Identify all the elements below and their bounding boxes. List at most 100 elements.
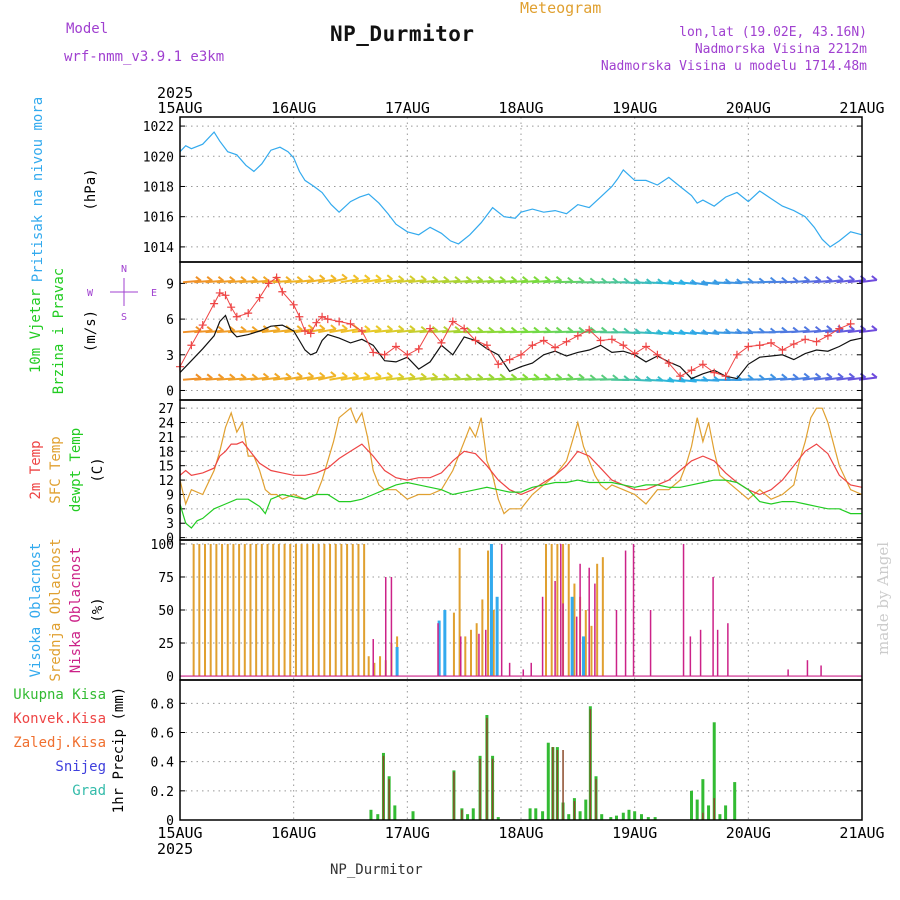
y-tick-label: 3 <box>166 517 174 532</box>
wind-arrow-head <box>544 373 551 380</box>
bar-konvek-kisa <box>491 758 494 820</box>
wind-arrow <box>689 281 708 286</box>
bar-srednja <box>373 662 376 677</box>
x-tick-label-top: 17AUG <box>385 99 430 117</box>
bar-niska <box>560 543 562 677</box>
wind-arrow <box>836 278 855 284</box>
bar-ukupna-kisa <box>411 811 415 820</box>
wind-arrow-head <box>848 275 855 281</box>
gust-marker <box>607 335 616 344</box>
meteogram-label: Meteogram <box>520 0 602 17</box>
wind-arrow-head <box>826 276 833 282</box>
wind-arrow-head <box>871 275 878 281</box>
bar-srednja <box>567 543 570 677</box>
wind-arrow <box>329 375 348 381</box>
year-label-top: 2025 <box>157 84 193 102</box>
y-tick-label: 0.6 <box>151 727 174 742</box>
wind-arrow-head <box>330 324 337 330</box>
gust-marker <box>369 348 378 357</box>
y-axis-label: Niska Oblacnost <box>68 547 84 673</box>
wind-arrow <box>317 374 336 381</box>
gust-marker <box>187 341 196 350</box>
wind-arrow-head <box>488 276 495 282</box>
wind-arrow <box>543 279 562 284</box>
bar-srednja <box>198 543 201 677</box>
gust-marker <box>687 366 696 375</box>
bar-ukupna-kisa <box>369 809 373 820</box>
bar-srednja <box>379 656 382 677</box>
wind-arrow <box>273 328 292 334</box>
bar-konvek-kisa <box>595 779 597 820</box>
wind-arrow-head <box>837 372 844 379</box>
wind-arrow-head <box>206 373 213 380</box>
bar-konvek-kisa <box>453 771 455 820</box>
wind-arrow <box>678 331 697 335</box>
bar-srednja <box>596 563 599 677</box>
wind-arrow-head <box>229 276 236 282</box>
wind-arrow-head <box>567 276 574 283</box>
x-tick-label-bottom: 20AUG <box>726 824 771 842</box>
gust-marker <box>272 273 281 282</box>
wind-arrow-head <box>296 371 303 378</box>
series-line-sfc-temp <box>179 407 863 515</box>
bar-ukupna-kisa <box>639 814 643 820</box>
bar-niska <box>485 629 487 677</box>
wind-arrow-head <box>533 373 540 380</box>
y-tick-label: 100 <box>151 538 174 553</box>
bar-ukupna-kisa <box>718 814 722 820</box>
bar-srednja <box>249 543 252 677</box>
wind-arrow <box>656 281 675 286</box>
bar-srednja <box>475 623 478 677</box>
gust-marker <box>778 346 787 355</box>
wind-arrow-head <box>465 373 472 380</box>
x-tick-label-top: 15AUG <box>157 99 202 117</box>
y-tick-label: 0 <box>166 814 174 829</box>
wind-arrow <box>363 278 382 284</box>
gust-marker <box>312 318 321 327</box>
gust-marker <box>789 340 798 349</box>
gust-marker <box>460 324 469 333</box>
wind-arrow <box>678 378 697 383</box>
gust-marker <box>244 309 253 318</box>
compass-north: N <box>121 264 127 275</box>
gust-marker <box>346 319 355 328</box>
gust-marker <box>403 350 412 359</box>
bar-konvek-kisa <box>556 750 559 820</box>
legend-entry: Grad <box>72 783 106 799</box>
bar-ukupna-kisa <box>695 799 699 820</box>
bar-srednja <box>243 543 246 677</box>
bar-visoka <box>395 646 399 677</box>
wind-arrow-head <box>499 326 506 333</box>
bar-visoka <box>437 620 441 677</box>
wind-arrow-head <box>814 325 822 332</box>
legend-entry: Ukupna Kisa <box>13 687 106 703</box>
wind-arrow-head <box>443 373 450 380</box>
bar-srednja <box>452 612 455 677</box>
wind-arrow-head <box>307 371 315 378</box>
y-tick-label: 0.8 <box>151 697 174 712</box>
wind-arrow-head <box>217 325 225 332</box>
panel-frame-temp <box>179 399 863 541</box>
bar-niska <box>820 665 822 677</box>
bar-niska <box>384 576 387 677</box>
wind-arrow-head <box>465 276 472 282</box>
wind-arrow-head <box>285 276 292 282</box>
gust-marker <box>494 360 503 369</box>
bar-niska <box>712 576 714 677</box>
bar-srednja <box>283 543 286 677</box>
y-tick-label: 0 <box>166 532 174 547</box>
y-axis-label: SFC Temp <box>48 436 64 503</box>
wind-arrow <box>408 376 427 381</box>
wind-arrow-head <box>262 276 270 282</box>
bar-niska <box>689 636 692 677</box>
gust-marker <box>255 293 264 302</box>
bar-niska <box>575 616 578 677</box>
wind-arrow-head <box>195 276 202 282</box>
wind-arrow <box>656 331 675 335</box>
bar-niska <box>594 583 596 677</box>
wind-arrow-head <box>195 373 202 380</box>
wind-arrow <box>363 328 382 334</box>
bar-niska <box>554 580 556 677</box>
wind-arrow-head <box>375 325 382 331</box>
